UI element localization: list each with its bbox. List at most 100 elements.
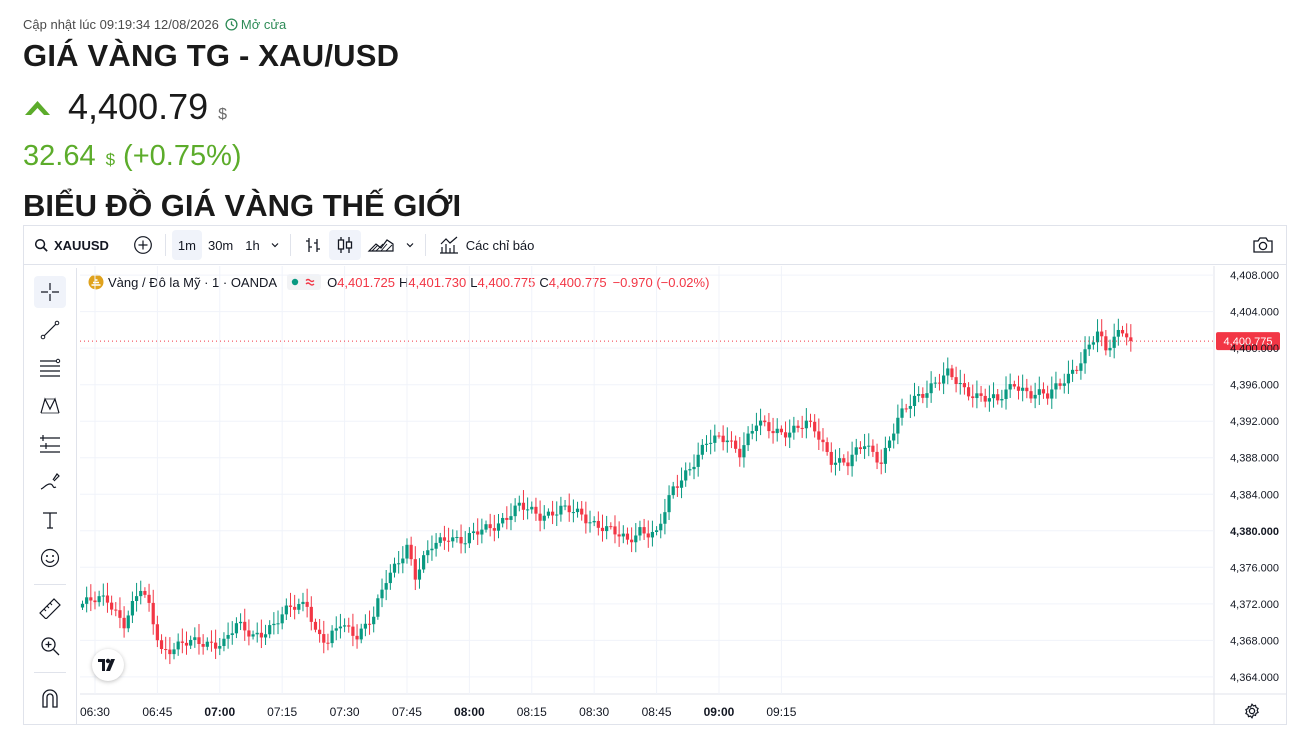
candle-body bbox=[130, 601, 135, 616]
candle-body bbox=[929, 383, 933, 394]
x-tick-label: 08:00 bbox=[454, 705, 485, 719]
updated-time: Cập nhật lúc 09:19:34 12/08/2026 bbox=[23, 17, 219, 32]
low-label: L bbox=[470, 274, 478, 290]
candle-body bbox=[459, 536, 463, 544]
low-value: 4,400.775 bbox=[477, 274, 536, 290]
last-price-badge bbox=[1216, 332, 1280, 351]
add-symbol-button[interactable] bbox=[127, 230, 159, 260]
candle-body bbox=[218, 646, 222, 649]
candle-body bbox=[488, 524, 492, 529]
candles-style-button[interactable] bbox=[328, 230, 361, 260]
candle-body bbox=[139, 590, 143, 597]
series-name: Vàng / Đô la Mỹ · 1 · OANDA bbox=[108, 274, 278, 290]
candle-body bbox=[1125, 333, 1129, 338]
candle-body bbox=[143, 590, 147, 595]
candle-body bbox=[1033, 394, 1037, 399]
candle-body bbox=[222, 638, 226, 647]
text-icon bbox=[43, 512, 57, 529]
x-tick-label: 06:30 bbox=[80, 705, 110, 719]
toolbar-divider bbox=[164, 234, 166, 256]
candle-body bbox=[176, 641, 180, 650]
text-tool[interactable] bbox=[34, 504, 66, 536]
candle-body bbox=[105, 595, 110, 603]
projection-tool[interactable] bbox=[34, 428, 66, 460]
candle-body bbox=[446, 540, 451, 542]
trend-line-tool[interactable] bbox=[34, 314, 66, 346]
change-percent: (+0.75%) bbox=[123, 140, 242, 172]
candle-body bbox=[110, 602, 114, 610]
candle-body bbox=[646, 533, 650, 538]
price-chart[interactable]: 4,400.775 4,408.000 4,404.000 4,400.000 4,3… bbox=[24, 266, 1286, 724]
candle-body bbox=[1079, 363, 1083, 371]
candle-body bbox=[376, 598, 380, 617]
candle-body bbox=[550, 511, 555, 516]
candle-body bbox=[983, 395, 987, 402]
time-axis: 06:30 06:45 07:00 07:15 07:30 07:45 08:00 08:15… bbox=[80, 705, 797, 719]
candle-body bbox=[946, 368, 950, 376]
x-tick-label: 07:30 bbox=[330, 705, 360, 719]
candle-body bbox=[214, 642, 218, 649]
candle-body bbox=[322, 634, 326, 643]
interval-1h[interactable]: 1h bbox=[245, 237, 260, 253]
emoji-tool[interactable] bbox=[34, 542, 66, 574]
change-currency: $ bbox=[105, 150, 116, 169]
candle-body bbox=[817, 431, 821, 440]
candle-body bbox=[854, 447, 858, 455]
candle-body bbox=[937, 382, 942, 384]
indicators-button[interactable]: Các chỉ báo bbox=[432, 230, 541, 260]
close-label: C bbox=[539, 274, 549, 290]
pattern-tool[interactable] bbox=[34, 390, 66, 422]
candle-body bbox=[184, 642, 189, 646]
chart-style-dropdown[interactable] bbox=[401, 230, 419, 260]
interval-dropdown[interactable] bbox=[266, 230, 284, 260]
candle-body bbox=[979, 393, 983, 396]
candle-body bbox=[209, 641, 214, 643]
candle-body bbox=[796, 425, 800, 428]
symbol-search[interactable]: XAUUSD bbox=[28, 230, 115, 260]
candle-body bbox=[1046, 393, 1050, 399]
settings-button[interactable] bbox=[1243, 702, 1261, 720]
candle-body bbox=[559, 505, 563, 515]
candle-body bbox=[642, 527, 646, 534]
candle-body bbox=[189, 639, 193, 646]
fib-tool[interactable] bbox=[34, 352, 66, 384]
bars-style-button[interactable] bbox=[297, 230, 329, 260]
y-tick-label: 4,388.000 bbox=[1230, 453, 1279, 465]
update-status: Cập nhật lúc 09:19:34 12/08/2026 Mở cửa bbox=[23, 17, 286, 32]
candle-body bbox=[247, 630, 251, 637]
tradingview-logo[interactable] bbox=[92, 649, 124, 681]
open-label: O bbox=[327, 274, 338, 290]
candle-body bbox=[833, 462, 838, 465]
candle-body bbox=[318, 629, 322, 635]
candle-body bbox=[846, 462, 850, 467]
candle-body bbox=[684, 470, 688, 481]
interval-1m[interactable]: 1m bbox=[171, 230, 202, 260]
candle-body bbox=[700, 444, 704, 455]
candle-body bbox=[867, 445, 871, 447]
candle-body bbox=[592, 520, 596, 523]
drawing-toolbar bbox=[24, 268, 77, 724]
section-title: BIỂU ĐỒ GIÁ VÀNG THẾ GIỚI bbox=[23, 188, 462, 223]
candle-body bbox=[1120, 329, 1125, 334]
candle-body bbox=[688, 469, 692, 471]
candle-body bbox=[463, 543, 467, 545]
candle-body bbox=[351, 626, 355, 636]
interval-30m[interactable]: 30m bbox=[207, 237, 234, 253]
candle-body bbox=[347, 625, 351, 627]
screenshot-button[interactable] bbox=[1246, 230, 1280, 260]
zoom-tool[interactable] bbox=[34, 630, 66, 662]
crosshair-tool[interactable] bbox=[34, 276, 66, 308]
candle-body bbox=[1075, 369, 1079, 371]
candle-body bbox=[268, 625, 272, 635]
candle-body bbox=[172, 649, 176, 655]
area-style-button[interactable] bbox=[361, 230, 401, 260]
candle-body bbox=[501, 517, 505, 524]
market-status-label: Mở cửa bbox=[240, 17, 287, 32]
candle-body bbox=[492, 528, 496, 531]
y-tick-label: 4,380.000 bbox=[1230, 526, 1279, 538]
magnet-tool[interactable] bbox=[34, 682, 66, 714]
change-value: 32.64 bbox=[23, 140, 96, 172]
candle-body bbox=[779, 428, 783, 433]
ruler-tool[interactable] bbox=[34, 592, 66, 624]
brush-tool[interactable] bbox=[34, 466, 66, 498]
